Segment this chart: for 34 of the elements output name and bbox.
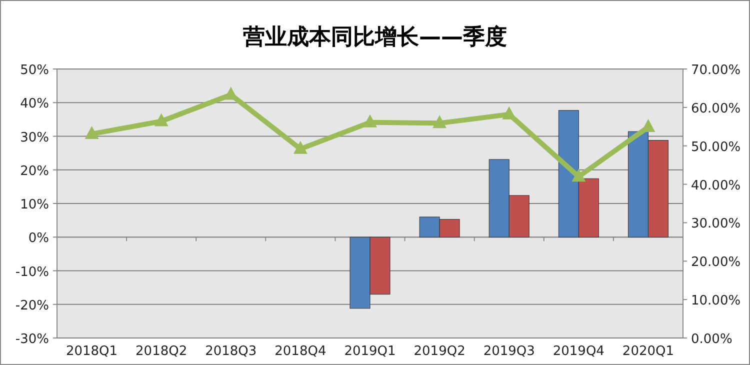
chart-title: 营业成本同比增长——季度 [242, 24, 507, 50]
x-tick-label: 2019Q3 [483, 344, 535, 359]
point [432, 115, 447, 128]
point [154, 113, 168, 126]
point [502, 106, 516, 120]
y2-tick-label: 0.00% [691, 332, 732, 347]
y-tick-label: -10% [15, 264, 49, 280]
y2-tick-label: 20.00% [691, 255, 741, 270]
x-tick-label: 2020Q1 [622, 344, 674, 359]
y2-tick-label: 10.00% [691, 294, 741, 309]
y-tick-label: 0% [28, 231, 49, 246]
y-tick-label: 30% [20, 130, 49, 146]
x-tick-label: 2018Q3 [205, 344, 257, 359]
point [572, 168, 586, 182]
y2-tick-label: 70.00% [691, 63, 741, 78]
point [363, 114, 377, 128]
y2-tick-label: 60.00% [691, 101, 741, 116]
y-tick-label: 50% [20, 63, 49, 78]
point [84, 126, 99, 139]
y2-tick-label: 50.00% [691, 140, 741, 155]
x-tick-label: 2019Q2 [414, 344, 466, 359]
x-tick-label: 2019Q4 [552, 344, 604, 359]
y-tick-label: 20% [20, 164, 49, 179]
y2-tick-label: 40.00% [691, 178, 741, 194]
x-tick-label: 2018Q2 [136, 344, 188, 359]
y-tick-label: -30% [15, 332, 49, 347]
point [293, 140, 308, 154]
x-tick-label: 2018Q1 [66, 344, 118, 359]
x-tick-label: 2018Q4 [274, 344, 326, 359]
y2-tick-label: 30.00% [691, 216, 741, 232]
x-tick-label: 2019Q1 [344, 344, 396, 359]
y-tick-label: -20% [15, 298, 49, 314]
y-tick-label: 10% [20, 198, 49, 212]
y-tick-label: 40% [20, 96, 49, 112]
